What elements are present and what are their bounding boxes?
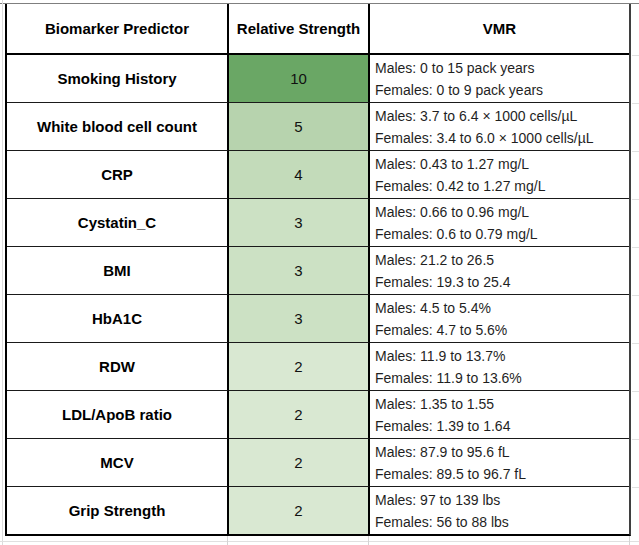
- biomarker-name-cell: White blood cell count: [7, 103, 229, 151]
- vmr-females-range: Females: 19.3 to 25.4: [375, 271, 629, 293]
- vmr-cell: Males: 0 to 15 pack years Females: 0 to …: [370, 55, 629, 103]
- sheet-gridline: [632, 295, 639, 296]
- biomarker-table: Biomarker Predictor Relative Strength VM…: [5, 4, 631, 536]
- biomarker-name-cell: HbA1C: [7, 295, 229, 343]
- vmr-cell: Males: 0.66 to 0.96 mg/L Females: 0.6 to…: [370, 199, 629, 247]
- table-row: RDW 2 Males: 11.9 to 13.7% Females: 11.9…: [7, 343, 629, 391]
- vmr-males-range: Males: 87.9 to 95.6 fL: [375, 441, 629, 463]
- biomarker-name-cell: Cystatin_C: [7, 199, 229, 247]
- vmr-males-range: Males: 4.5 to 5.4%: [375, 297, 629, 319]
- table-body: Smoking History 10 Males: 0 to 15 pack y…: [7, 55, 629, 534]
- header-biomarker-predictor: Biomarker Predictor: [7, 4, 229, 55]
- strength-value-cell: 2: [229, 439, 370, 487]
- sheet-gridline: [632, 247, 639, 248]
- table-row: MCV 2 Males: 87.9 to 95.6 fL Females: 89…: [7, 439, 629, 487]
- table-row: CRP 4 Males: 0.43 to 1.27 mg/L Females: …: [7, 151, 629, 199]
- table-row: Grip Strength 2 Males: 97 to 139 lbs Fem…: [7, 487, 629, 534]
- vmr-cell: Males: 4.5 to 5.4% Females: 4.7 to 5.6%: [370, 295, 629, 343]
- vmr-females-range: Females: 56 to 88 lbs: [375, 511, 629, 533]
- header-relative-strength: Relative Strength: [229, 4, 370, 55]
- vmr-males-range: Males: 0.66 to 0.96 mg/L: [375, 201, 629, 223]
- sheet-gridline-left: [2, 0, 3, 545]
- table-row: HbA1C 3 Males: 4.5 to 5.4% Females: 4.7 …: [7, 295, 629, 343]
- vmr-males-range: Males: 1.35 to 1.55: [375, 393, 629, 415]
- sheet-gridline: [632, 391, 639, 392]
- vmr-females-range: Females: 1.39 to 1.64: [375, 415, 629, 437]
- vmr-males-range: Males: 11.9 to 13.7%: [375, 345, 629, 367]
- vmr-males-range: Males: 97 to 139 lbs: [375, 489, 629, 511]
- sheet-gridline: [632, 343, 639, 344]
- vmr-cell: Males: 1.35 to 1.55 Females: 1.39 to 1.6…: [370, 391, 629, 439]
- sheet-gridline: [632, 439, 639, 440]
- biomarker-name-cell: RDW: [7, 343, 229, 391]
- vmr-females-range: Females: 0 to 9 pack years: [375, 79, 629, 101]
- sheet-gridline: [632, 199, 639, 200]
- sheet-gridline: [632, 487, 639, 488]
- vmr-males-range: Males: 0.43 to 1.27 mg/L: [375, 153, 629, 175]
- sheet-gridline: [368, 536, 369, 545]
- strength-value-cell: 2: [229, 343, 370, 391]
- sheet-gridline: [227, 536, 228, 545]
- vmr-cell: Males: 11.9 to 13.7% Females: 11.9 to 13…: [370, 343, 629, 391]
- table-row: White blood cell count 5 Males: 3.7 to 6…: [7, 103, 629, 151]
- table-row: Smoking History 10 Males: 0 to 15 pack y…: [7, 55, 629, 103]
- vmr-cell: Males: 21.2 to 26.5 Females: 19.3 to 25.…: [370, 247, 629, 295]
- vmr-females-range: Females: 0.42 to 1.27 mg/L: [375, 175, 629, 197]
- table-row: BMI 3 Males: 21.2 to 26.5 Females: 19.3 …: [7, 247, 629, 295]
- strength-value-cell: 10: [229, 55, 370, 103]
- sheet-gridline: [632, 55, 639, 56]
- biomarker-name-cell: Grip Strength: [7, 487, 229, 534]
- vmr-females-range: Females: 0.6 to 0.79 mg/L: [375, 223, 629, 245]
- biomarker-name-cell: LDL/ApoB ratio: [7, 391, 229, 439]
- header-row: Biomarker Predictor Relative Strength VM…: [7, 4, 629, 55]
- vmr-females-range: Females: 3.4 to 6.0 × 1000 cells/µL: [375, 127, 629, 149]
- biomarker-name-cell: BMI: [7, 247, 229, 295]
- sheet-gridline-bottom: [0, 541, 639, 542]
- strength-value-cell: 4: [229, 151, 370, 199]
- strength-value-cell: 3: [229, 247, 370, 295]
- sheet-gridline: [632, 151, 639, 152]
- vmr-cell: Males: 3.7 to 6.4 × 1000 cells/µL Female…: [370, 103, 629, 151]
- table-row: LDL/ApoB ratio 2 Males: 1.35 to 1.55 Fem…: [7, 391, 629, 439]
- strength-value-cell: 5: [229, 103, 370, 151]
- vmr-cell: Males: 0.43 to 1.27 mg/L Females: 0.42 t…: [370, 151, 629, 199]
- vmr-females-range: Females: 11.9 to 13.6%: [375, 367, 629, 389]
- vmr-males-range: Males: 3.7 to 6.4 × 1000 cells/µL: [375, 105, 629, 127]
- strength-value-cell: 2: [229, 391, 370, 439]
- sheet-gridline: [632, 103, 639, 104]
- strength-value-cell: 3: [229, 199, 370, 247]
- biomarker-name-cell: MCV: [7, 439, 229, 487]
- sheet-gridline: [629, 536, 630, 545]
- biomarker-name-cell: CRP: [7, 151, 229, 199]
- vmr-females-range: Females: 4.7 to 5.6%: [375, 319, 629, 341]
- vmr-males-range: Males: 21.2 to 26.5: [375, 249, 629, 271]
- vmr-females-range: Females: 89.5 to 96.7 fL: [375, 463, 629, 485]
- table-row: Cystatin_C 3 Males: 0.66 to 0.96 mg/L Fe…: [7, 199, 629, 247]
- strength-value-cell: 2: [229, 487, 370, 534]
- vmr-cell: Males: 97 to 139 lbs Females: 56 to 88 l…: [370, 487, 629, 534]
- strength-value-cell: 3: [229, 295, 370, 343]
- vmr-males-range: Males: 0 to 15 pack years: [375, 57, 629, 79]
- biomarker-name-cell: Smoking History: [7, 55, 229, 103]
- header-vmr: VMR: [370, 4, 629, 55]
- vmr-cell: Males: 87.9 to 95.6 fL Females: 89.5 to …: [370, 439, 629, 487]
